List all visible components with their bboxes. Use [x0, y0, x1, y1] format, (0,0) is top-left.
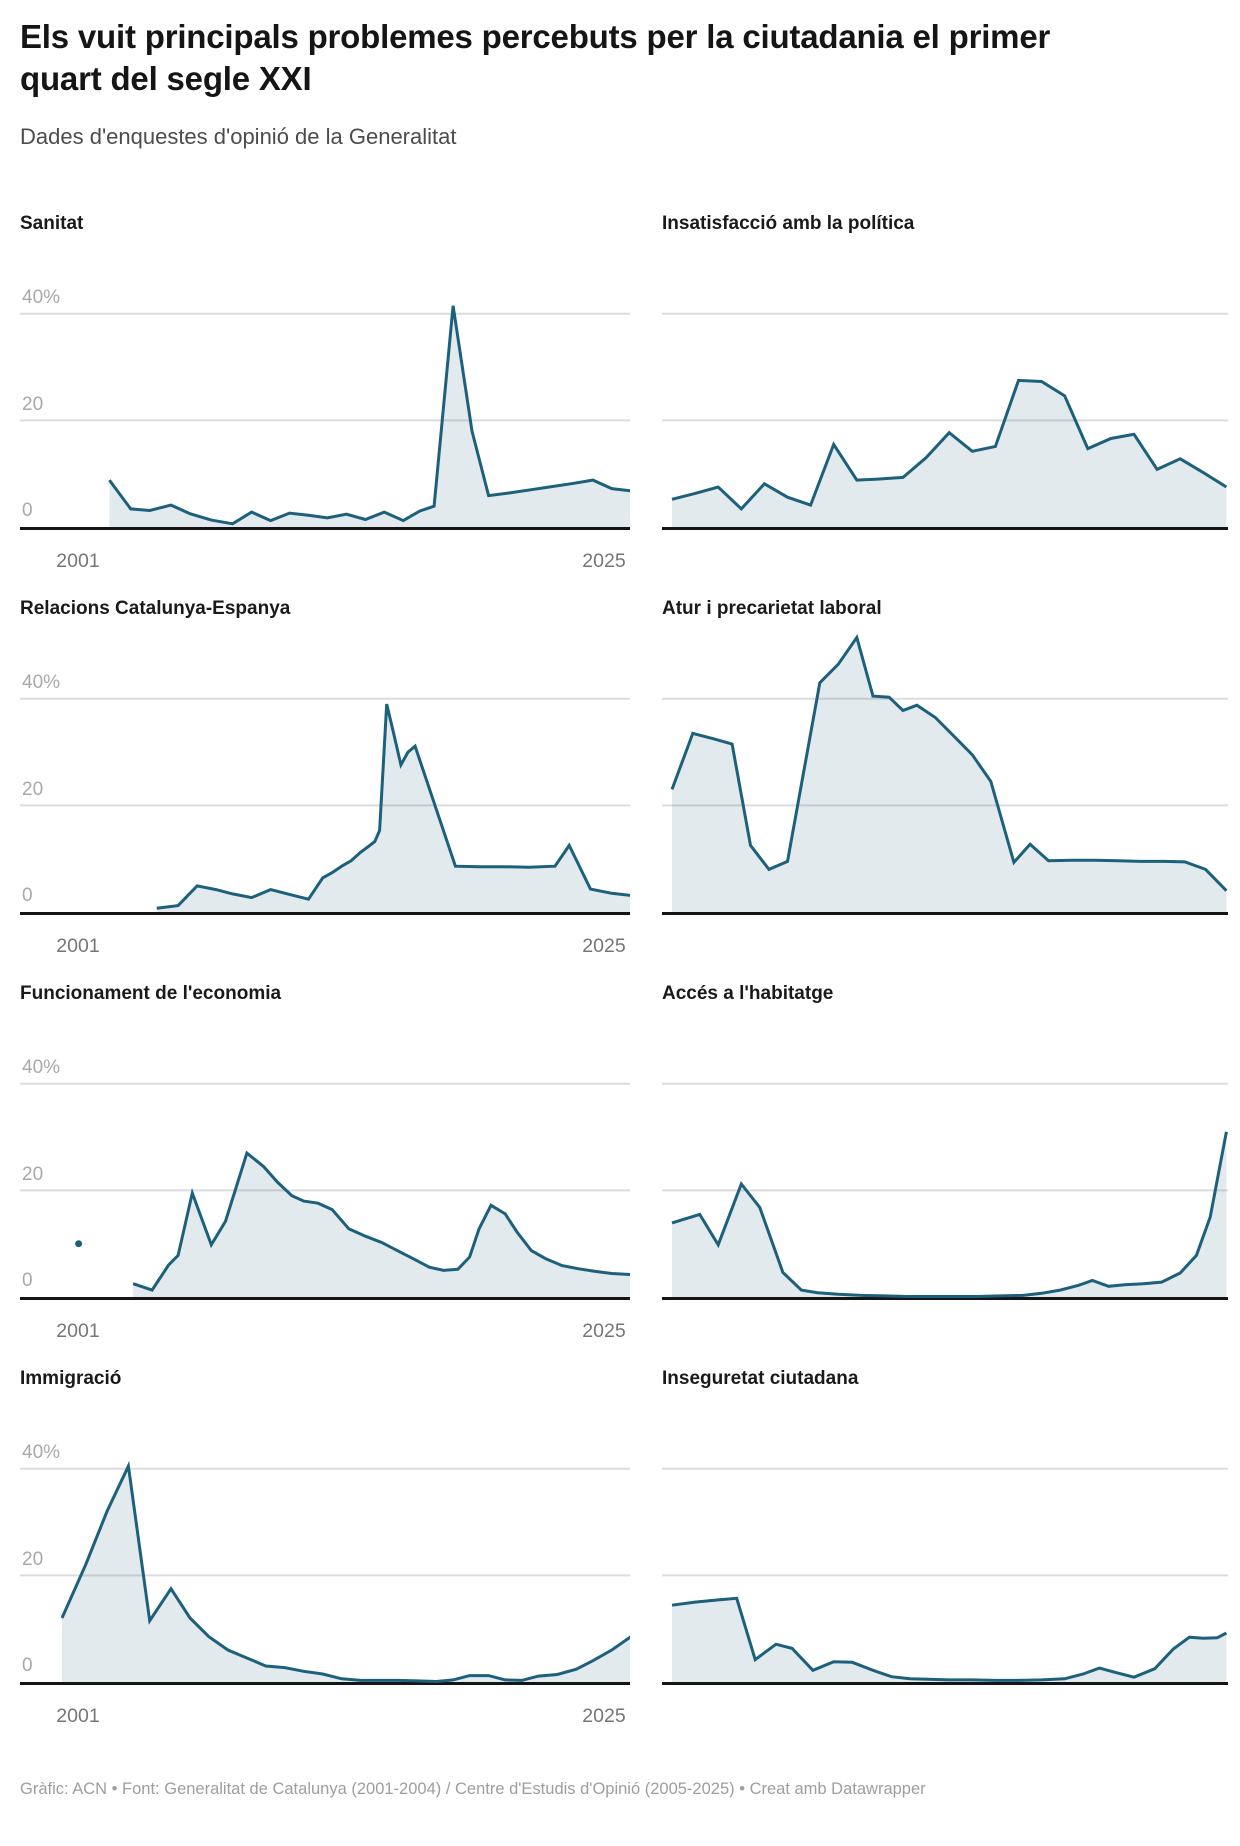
chart-plot [662, 1397, 1228, 1697]
area-chart-canvas [662, 1468, 1228, 1686]
x-axis: 2001 2025 [20, 927, 630, 961]
x-axis: 2001 2025 [20, 1697, 630, 1731]
x-axis-label-2025: 2025 [582, 550, 626, 573]
chart-plot: 40% 20 0 [20, 1012, 630, 1312]
chart-atur-precarietat: Atur i precarietat laboral [662, 597, 1228, 961]
x-axis-label-2001: 2001 [56, 1705, 100, 1728]
x-axis-spacer [662, 542, 1228, 576]
chart-title: Atur i precarietat laboral [662, 598, 882, 620]
chart-title: Sanitat [20, 213, 84, 235]
chart-plot: 40% 20 0 [20, 1397, 630, 1697]
area-chart-canvas [662, 634, 1228, 916]
small-multiples-grid: Sanitat 40% 20 0 2001 2025 Insatisfacció… [20, 212, 1228, 1731]
page: Els vuit principals problemes percebuts … [0, 16, 1240, 1801]
page-subtitle: Dades d'enquestes d'opinió de la General… [20, 123, 457, 149]
chart-acces-habitatge: Accés a l'habitatge [662, 982, 1228, 1346]
chart-title: Inseguretat ciutadana [662, 1368, 859, 1390]
chart-plot: 40% 20 0 [20, 627, 630, 927]
chart-plot [662, 1012, 1228, 1312]
chart-relacions-catalunya-espanya: Relacions Catalunya-Espanya 40% 20 0 200… [20, 597, 630, 961]
chart-plot: 40% 20 0 [20, 242, 630, 542]
chart-title: Accés a l'habitatge [662, 983, 834, 1005]
x-axis-label-2025: 2025 [582, 1705, 626, 1728]
chart-title: Relacions Catalunya-Espanya [20, 598, 291, 620]
x-axis-label-2025: 2025 [582, 935, 626, 958]
x-axis-spacer [662, 927, 1228, 961]
area-chart-canvas [20, 1083, 630, 1301]
chart-insatisfaccio-politica: Insatisfacció amb la política [662, 212, 1228, 576]
chart-immigracio: Immigració 40% 20 0 2001 2025 [20, 1367, 630, 1731]
x-axis-label-2025: 2025 [582, 1320, 626, 1343]
area-chart-canvas [20, 1461, 630, 1686]
credit-line: Gràfic: ACN • Font: Generalitat de Catal… [20, 1780, 926, 1799]
x-axis-label-2001: 2001 [56, 935, 100, 958]
x-axis-spacer [662, 1312, 1228, 1346]
x-axis-label-2001: 2001 [56, 1320, 100, 1343]
area-chart-canvas [20, 698, 630, 916]
area-chart-canvas [20, 305, 630, 531]
area-chart-canvas [662, 1083, 1228, 1301]
chart-inseguretat-ciutadana: Inseguretat ciutadana [662, 1367, 1228, 1731]
chart-plot [662, 627, 1228, 927]
chart-sanitat: Sanitat 40% 20 0 2001 2025 [20, 212, 630, 576]
area-chart-canvas [662, 313, 1228, 531]
x-axis-spacer [662, 1697, 1228, 1731]
x-axis-label-2001: 2001 [56, 550, 100, 573]
chart-title: Funcionament de l'economia [20, 983, 282, 1005]
x-axis: 2001 2025 [20, 1312, 630, 1346]
chart-funcionament-economia: Funcionament de l'economia 40% 20 0 2001… [20, 982, 630, 1346]
x-axis: 2001 2025 [20, 542, 630, 576]
page-title: Els vuit principals problemes percebuts … [20, 18, 1051, 97]
chart-title: Insatisfacció amb la política [662, 213, 915, 235]
chart-title: Immigració [20, 1368, 122, 1390]
chart-plot [662, 242, 1228, 542]
